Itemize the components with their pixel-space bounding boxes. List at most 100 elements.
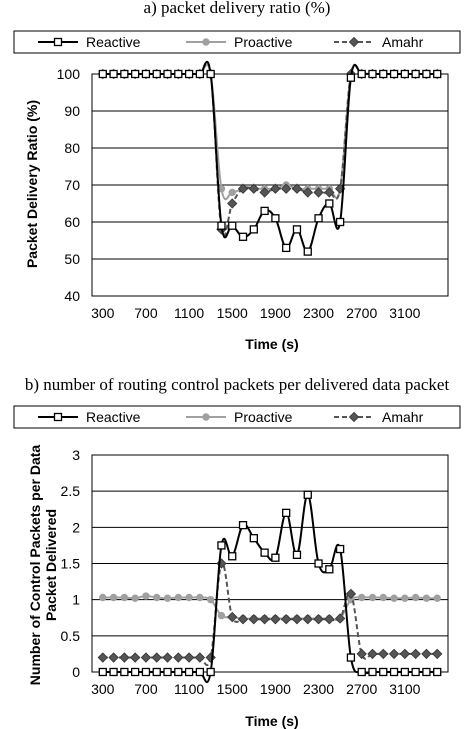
chart-b-point-amahr — [227, 611, 238, 623]
chart-b-point-reactive — [217, 541, 226, 550]
chart-a-point-reactive — [163, 69, 172, 79]
chart-b-point-amahr — [194, 652, 206, 663]
chart-b-point-reactive — [303, 490, 312, 499]
chart-a-series-line-amahr — [102, 60, 438, 238]
chart-a-point-reactive — [389, 69, 399, 79]
chart-b-point-reactive — [271, 553, 280, 562]
chart-a-title: a) packet delivery ratio (%) — [144, 0, 331, 17]
chart-b-point-proactive — [411, 593, 420, 602]
chart-a-point-reactive — [422, 69, 431, 79]
chart-b-point-amahr — [324, 614, 335, 625]
chart-a-point-reactive — [98, 69, 107, 79]
chart-b-plot-frame — [91, 454, 449, 673]
chart-b-point-reactive — [379, 667, 388, 677]
chart-b-point-proactive — [422, 594, 431, 602]
chart-a-x-tick-label: 1500 — [217, 305, 248, 321]
chart-b-point-proactive — [120, 593, 129, 602]
chart-b-point-reactive — [292, 550, 302, 559]
chart-a-legend: Reactive Proactive Amahr — [13, 30, 461, 54]
chart-b-point-reactive — [282, 508, 291, 518]
chart-b-legend-label-reactive: Reactive — [86, 409, 141, 425]
chart-a-point-reactive — [228, 221, 237, 230]
chart-b-point-proactive — [174, 593, 183, 602]
chart-b-point-reactive — [163, 667, 172, 677]
chart-b-point-amahr — [302, 614, 313, 625]
chart-b-gridlines — [91, 454, 449, 673]
chart-b-point-reactive — [120, 667, 129, 677]
chart-b-point-reactive — [228, 552, 237, 561]
chart-a-x-tick-label: 3100 — [389, 305, 420, 321]
chart-a-y-tick-label: 50 — [64, 251, 80, 267]
chart-a-legend-label-amahr: Amahr — [382, 34, 424, 50]
chart-a-point-amahr — [302, 187, 313, 198]
chart-a-legend-marker-reactive — [53, 37, 63, 47]
chart-b-point-proactive — [153, 593, 161, 602]
chart-a-y-tick-label: 100 — [57, 66, 81, 82]
chart-a-point-reactive — [141, 69, 151, 79]
chart-packet-delivery-ratio: a) packet delivery ratio (%) Reactive Pro… — [13, 0, 461, 352]
chart-a-point-reactive — [184, 69, 194, 79]
chart-a-point-reactive — [109, 69, 118, 79]
chart-b-point-reactive — [325, 565, 334, 574]
chart-a-x-tick-label: 700 — [134, 305, 158, 321]
chart-b-point-proactive — [379, 593, 387, 602]
chart-a-point-amahr — [227, 198, 238, 209]
chart-b-y-tick-label: 1 — [72, 592, 80, 608]
chart-b-point-proactive — [142, 592, 150, 600]
chart-a-plot-frame — [91, 73, 449, 297]
chart-b-point-reactive — [152, 667, 161, 677]
chart-a-y-tick-label: 80 — [64, 140, 80, 156]
chart-a-point-amahr — [281, 183, 292, 194]
chart-b-point-amahr — [378, 648, 389, 660]
chart-b-x-ticks: 300 700 1100 1500 1900 2300 2700 3100 — [91, 681, 421, 697]
chart-b-point-reactive — [238, 521, 248, 530]
chart-b-y-axis-label-line-2: Packet Delivered — [43, 509, 59, 621]
chart-b-x-tick-label: 1100 — [174, 681, 204, 697]
chart-a-point-amahr — [324, 187, 335, 198]
chart-b-point-reactive — [411, 667, 420, 677]
chart-b-point-amahr — [183, 652, 195, 663]
chart-a-y-axis-label: Packet Delivery Ratio (%) — [24, 100, 40, 268]
chart-b-point-amahr — [367, 648, 378, 660]
chart-b-point-amahr — [108, 652, 119, 663]
chart-b-point-reactive — [389, 667, 399, 677]
chart-b-series — [97, 490, 443, 684]
chart-b-legend-label-proactive: Proactive — [234, 409, 293, 425]
chart-b-point-reactive — [98, 667, 107, 677]
chart-a-point-reactive — [195, 69, 205, 79]
chart-b-point-amahr — [334, 613, 346, 624]
chart-a-point-reactive — [260, 206, 269, 216]
chart-b-point-reactive — [249, 534, 258, 543]
chart-a-x-ticks: 300 700 1100 1500 1900 2300 2700 3100 — [91, 305, 421, 321]
chart-b-point-proactive — [368, 593, 377, 602]
chart-b-point-amahr — [205, 652, 216, 663]
chart-a-y-tick-label: 60 — [64, 214, 80, 230]
chart-a-point-amahr — [313, 187, 324, 198]
chart-a-gridlines — [91, 73, 449, 297]
chart-b-legend-marker-amahr — [348, 411, 360, 423]
chart-a-y-tick-label: 40 — [64, 288, 80, 304]
chart-b-point-amahr — [129, 652, 141, 663]
chart-a-legend-marker-proactive — [202, 38, 210, 46]
chart-b-y-tick-label: 1.5 — [61, 556, 81, 572]
chart-b-point-amahr — [151, 652, 162, 663]
chart-b-point-proactive — [185, 593, 193, 602]
chart-b-point-amahr — [421, 648, 432, 660]
chart-a-legend-box — [13, 30, 461, 54]
chart-a-point-reactive — [335, 217, 345, 227]
chart-b-point-reactive — [260, 548, 269, 557]
chart-a-point-reactive — [120, 69, 129, 79]
chart-a-point-reactive — [325, 199, 334, 208]
chart-a-point-proactive — [228, 188, 236, 197]
chart-a-point-reactive — [174, 69, 183, 79]
chart-b-title: b) number of routing control packets per… — [25, 375, 450, 394]
chart-a-y-ticks: 40 50 60 70 80 90 100 — [57, 66, 81, 304]
chart-a-point-reactive — [271, 214, 280, 223]
chart-a-point-reactive — [249, 225, 258, 234]
chart-b-point-proactive — [433, 594, 441, 602]
chart-b-point-reactive — [206, 667, 215, 677]
chart-a-point-reactive — [379, 69, 388, 79]
chart-a-legend-label-reactive: Reactive — [86, 34, 141, 50]
chart-b-point-proactive — [357, 593, 366, 602]
chart-b-legend: Reactive Proactive Amahr — [13, 405, 461, 429]
